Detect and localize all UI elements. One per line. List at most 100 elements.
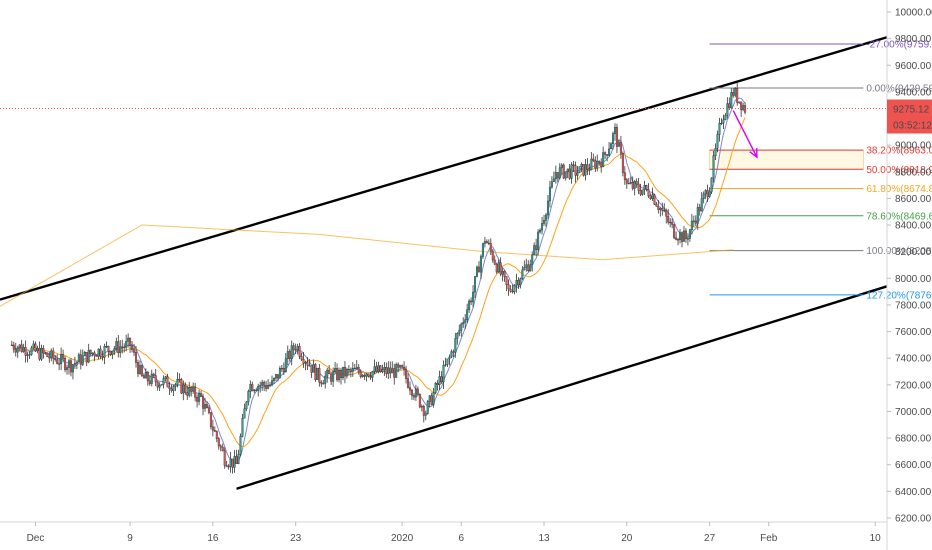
candle-body — [436, 382, 439, 385]
channel-lower-line[interactable] — [236, 285, 888, 490]
price-tick-label: 10000.00 — [895, 7, 932, 18]
candle-body — [127, 337, 130, 342]
price-tick-label: 7800.00 — [895, 300, 932, 311]
candle-body — [269, 384, 272, 386]
candle-body — [205, 404, 208, 409]
price-tick-label: 9400.00 — [895, 87, 932, 98]
candle-body — [393, 368, 396, 378]
candle-body — [272, 377, 275, 381]
candle-body — [209, 412, 212, 428]
candle-body — [227, 466, 230, 468]
candle-body — [261, 382, 264, 386]
candle-body — [93, 352, 96, 356]
candle-body — [706, 190, 709, 197]
channel-upper-line[interactable] — [0, 36, 888, 301]
candle-body — [440, 376, 443, 383]
candle-body — [686, 238, 689, 240]
candle-body — [507, 284, 510, 290]
candle-body — [387, 367, 390, 374]
candle-body — [148, 380, 151, 384]
candle-body — [738, 101, 741, 103]
plot-area — [0, 0, 887, 522]
candle-body — [81, 355, 84, 365]
candle-body — [446, 358, 449, 365]
time-tick-label: 23 — [290, 533, 302, 544]
current-price-label: 9275.12 — [893, 105, 930, 116]
candle-body — [509, 288, 512, 292]
candle-body — [688, 229, 691, 239]
current-price-tag: 9275.12 03:52:12 — [0, 99, 932, 134]
candle-body — [334, 368, 337, 373]
candle-body — [444, 364, 447, 366]
candle-body — [412, 395, 415, 398]
time-tick-label: Feb — [760, 533, 778, 544]
candle-body — [389, 367, 392, 374]
candle-body — [194, 386, 197, 398]
price-tick-label: 9600.00 — [895, 61, 932, 72]
candle-body — [156, 381, 159, 388]
candle-body — [316, 367, 319, 380]
candle-body — [223, 450, 226, 466]
candle-body — [477, 266, 480, 273]
channel-lines — [0, 36, 888, 490]
price-tick-label: 9000.00 — [895, 141, 932, 152]
candle-body — [91, 352, 94, 355]
price-tick-label: 9800.00 — [895, 34, 932, 45]
candle-body — [442, 365, 445, 383]
candle-body — [600, 162, 603, 167]
candle-body — [625, 179, 628, 184]
time-tick-label: 2020 — [391, 533, 414, 544]
candle-body — [641, 189, 644, 195]
candle-body — [170, 388, 173, 391]
candle-body — [215, 431, 218, 439]
candle-body — [714, 147, 717, 156]
candle-body — [677, 239, 680, 241]
candle-body — [552, 178, 555, 182]
candle-body — [349, 369, 352, 372]
candle-body — [162, 378, 165, 385]
candle-body — [608, 148, 611, 156]
candle-body — [154, 375, 157, 383]
candle-body — [458, 330, 461, 334]
candle-body — [576, 172, 579, 176]
candle-body — [324, 375, 327, 384]
candle-body — [590, 158, 593, 170]
candle-body — [200, 393, 203, 397]
candle-body — [450, 351, 453, 358]
time-tick-label: 13 — [538, 533, 550, 544]
candle-body — [525, 264, 528, 268]
candle-body — [391, 368, 394, 374]
candle-body — [383, 367, 386, 370]
candle-body — [629, 182, 632, 184]
candle-body — [263, 382, 266, 386]
candle-body — [468, 300, 471, 310]
candle-body — [661, 207, 664, 211]
candle-body — [225, 465, 228, 467]
candle-body — [83, 352, 86, 357]
candle-body — [405, 369, 408, 379]
fib-zone-38-50 — [709, 149, 864, 170]
candle-body — [403, 366, 406, 370]
candle-body — [448, 356, 451, 360]
candle-body — [464, 319, 467, 323]
candle-body — [131, 345, 134, 350]
candle-body — [300, 356, 303, 360]
price-tick-label: 6800.00 — [895, 434, 932, 445]
candle-body — [351, 368, 354, 372]
time-axis[interactable]: Dec 9 16 23 2020 6 13 20 27 Feb 10 — [27, 522, 882, 544]
candle-body — [46, 352, 49, 357]
candle-body — [562, 164, 565, 179]
candle-body — [190, 387, 193, 392]
candle-body — [304, 362, 307, 364]
candle-body — [217, 438, 220, 447]
candle-body — [231, 458, 234, 468]
candle-body — [239, 435, 242, 455]
fibonacci-retracement[interactable]: -27.00%(9759.35) 0.00%(9429.59) 38.20%(896… — [709, 40, 932, 302]
candle-body — [32, 343, 35, 349]
candle-body — [667, 215, 670, 223]
candle-body — [271, 380, 274, 386]
candle-body — [306, 362, 309, 366]
candle-body — [479, 256, 482, 273]
